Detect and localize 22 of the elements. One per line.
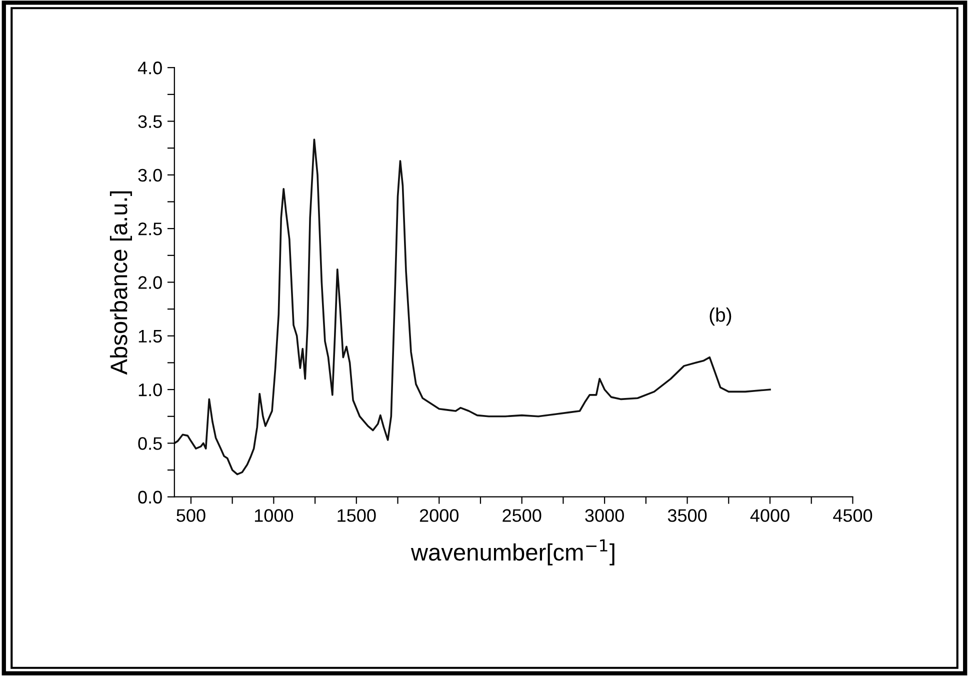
y-tick-label: 2.5 (138, 222, 162, 236)
y-tick-label: 1.0 (138, 383, 162, 396)
line-series (174, 138, 771, 476)
x-tick-label: 4500 (833, 509, 872, 522)
x-tick-label: 2000 (420, 509, 458, 522)
y-axis-title: Absorbance [a.u.] (110, 191, 132, 375)
x-tick-label: 500 (176, 509, 206, 522)
y-tick-label: 3.0 (138, 168, 162, 182)
y-tick-label: 4.0 (138, 62, 162, 74)
y-tick-label: 2.0 (138, 276, 162, 289)
y-tick-label: 0.5 (138, 437, 162, 450)
x-tick-label: 3500 (668, 509, 707, 522)
y-tick-label: 0.0 (138, 490, 162, 504)
x-tick-label: 1500 (338, 509, 376, 522)
x-tick-label: 4000 (750, 509, 790, 522)
x-tick-label: 3000 (585, 509, 624, 522)
x-axis-title: wavenumber[cm$^{−1}$] (410, 539, 614, 566)
x-tick-label: 2500 (502, 509, 542, 522)
y-tick-label: 3.5 (138, 115, 162, 128)
y-tick-label: 1.5 (138, 330, 162, 343)
annotation: (b) (710, 308, 732, 326)
x-tick-label: 1000 (254, 509, 294, 522)
